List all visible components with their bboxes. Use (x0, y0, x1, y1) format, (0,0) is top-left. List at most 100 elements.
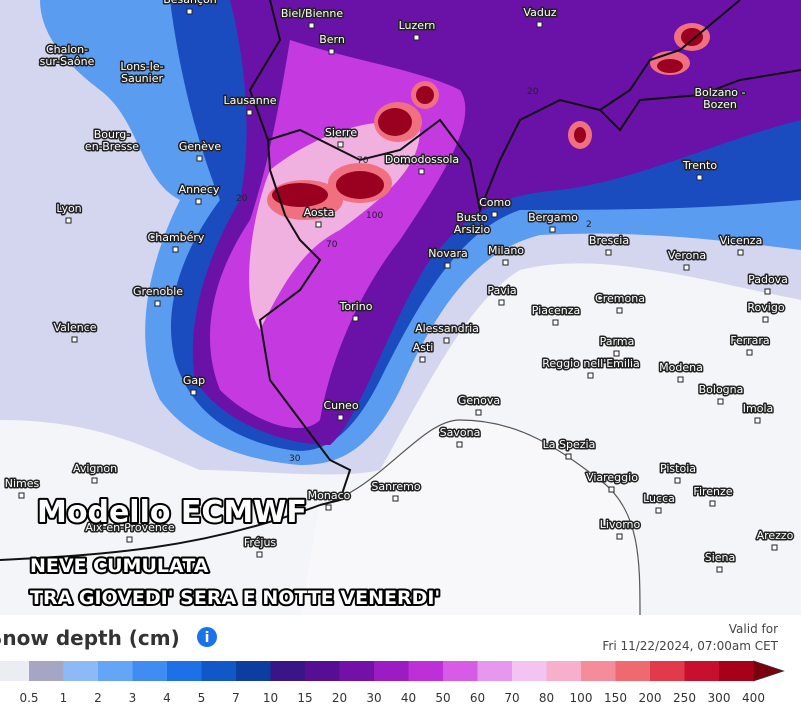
colorbar-segment (581, 661, 616, 681)
city-marker (565, 453, 572, 460)
city-label: Biel/Bienne (281, 7, 343, 20)
city-label: Arsizio (454, 223, 491, 236)
city-label: Gap (183, 374, 205, 387)
city-label: Aix-en-Provence (85, 521, 175, 534)
city-label: Bergamo (528, 211, 578, 224)
city-label: Bourg- (94, 128, 131, 141)
city-marker (613, 350, 620, 357)
city-label: Genova (458, 394, 500, 407)
city-label: Pavia (487, 284, 516, 297)
city-label: Rovigo (747, 301, 784, 314)
city-label: sur-Saône (40, 55, 95, 68)
city-label: Sanremo (371, 480, 420, 493)
info-icon[interactable] (197, 627, 217, 647)
contour-label: 20 (236, 194, 248, 204)
colorbar-label: 7 (232, 691, 240, 705)
city-label: Bozen (703, 98, 737, 111)
city-marker (655, 507, 662, 514)
colorbar-segment (615, 661, 650, 681)
city-label: Savona (440, 426, 481, 439)
colorbar-label: 2 (94, 691, 102, 705)
contour-label: 100 (366, 211, 383, 221)
city-label: Lyon (56, 202, 81, 215)
colorbar-label: 70 (504, 691, 519, 705)
city-label: Viareggio (586, 471, 638, 484)
city-marker (536, 21, 543, 28)
colorbar-segment (63, 661, 98, 681)
city-marker (172, 246, 179, 253)
city-label: Grenoble (133, 285, 183, 298)
valid-label: Valid for (729, 622, 778, 636)
city-label: Sierre (325, 126, 357, 139)
overlay-subtitle: TRA GIOVEDI' SERA E NOTTE VENERDI' (30, 587, 440, 609)
colorbar-arrow (753, 660, 785, 682)
colorbar-label: 300 (708, 691, 731, 705)
city-label: Luzern (399, 19, 436, 32)
contour-label: 20 (527, 87, 539, 97)
city-marker (352, 315, 359, 322)
colorbar-label: 50 (435, 691, 450, 705)
city-marker (190, 389, 197, 396)
city-marker (587, 372, 594, 379)
city-label: Trento (682, 159, 717, 172)
city-marker (677, 376, 684, 383)
map: 70 100 70 20 20 2 30 Besançon Biel/Bienne Luzern… (0, 0, 801, 615)
city-label: Milano (488, 244, 524, 257)
colorbar-label: 100 (570, 691, 593, 705)
colorbar-label: 60 (470, 691, 485, 705)
colorbar-label: 250 (673, 691, 696, 705)
colorbar-label: 10 (263, 691, 278, 705)
city-marker (18, 492, 25, 499)
city-marker (71, 336, 78, 343)
colorbar-segment (477, 661, 512, 681)
city-label: Novara (428, 247, 467, 260)
colorbar-segment (167, 661, 202, 681)
city-label: Busto (456, 211, 488, 224)
colorbar-segment (512, 661, 547, 681)
city-marker (709, 500, 716, 507)
city-marker (138, 75, 145, 82)
valid-time: Fri 11/22/2024, 07:00am CET (602, 639, 778, 653)
colorbar-segment (374, 661, 409, 681)
colorbar-label: 400 (742, 691, 765, 705)
city-label: Avignon (73, 462, 117, 475)
city-marker (186, 8, 193, 15)
colorbar-segment (132, 661, 167, 681)
city-marker (337, 414, 344, 421)
city-marker (418, 168, 425, 175)
city-label: Arezzo (757, 529, 794, 542)
city-label: Bolzano - (694, 86, 745, 99)
city-marker (337, 141, 344, 148)
city-marker (746, 349, 753, 356)
city-marker (716, 101, 723, 108)
city-marker (65, 217, 72, 224)
colorbar-segment (201, 661, 236, 681)
colorbar-label: 5 (198, 691, 206, 705)
city-marker (498, 299, 505, 306)
colorbar-label: 3 (129, 691, 137, 705)
city-marker (696, 174, 703, 181)
colorbar-segment (650, 661, 685, 681)
city-marker (325, 504, 332, 511)
city-marker (674, 477, 681, 484)
colorbar-label: 20 (332, 691, 347, 705)
city-marker (154, 300, 161, 307)
city-label: Modena (659, 361, 703, 374)
city-label: Domodossola (385, 153, 459, 166)
city-marker (716, 566, 723, 573)
city-label: Torino (339, 300, 373, 313)
city-label: Lausanne (223, 94, 276, 107)
colorbar-segment (546, 661, 581, 681)
city-marker (413, 34, 420, 41)
colorbar-segment (443, 661, 478, 681)
contour-label: 70 (357, 156, 369, 166)
city-marker (762, 316, 769, 323)
city-label: Reggio nell'Emilia (542, 357, 640, 370)
city-label: Livorno (600, 518, 641, 531)
colorbar-label: 15 (297, 691, 312, 705)
city-marker (108, 143, 115, 150)
info-icon-label[interactable]: i (205, 630, 210, 646)
city-marker (502, 259, 509, 266)
city-label: Valence (53, 321, 96, 334)
